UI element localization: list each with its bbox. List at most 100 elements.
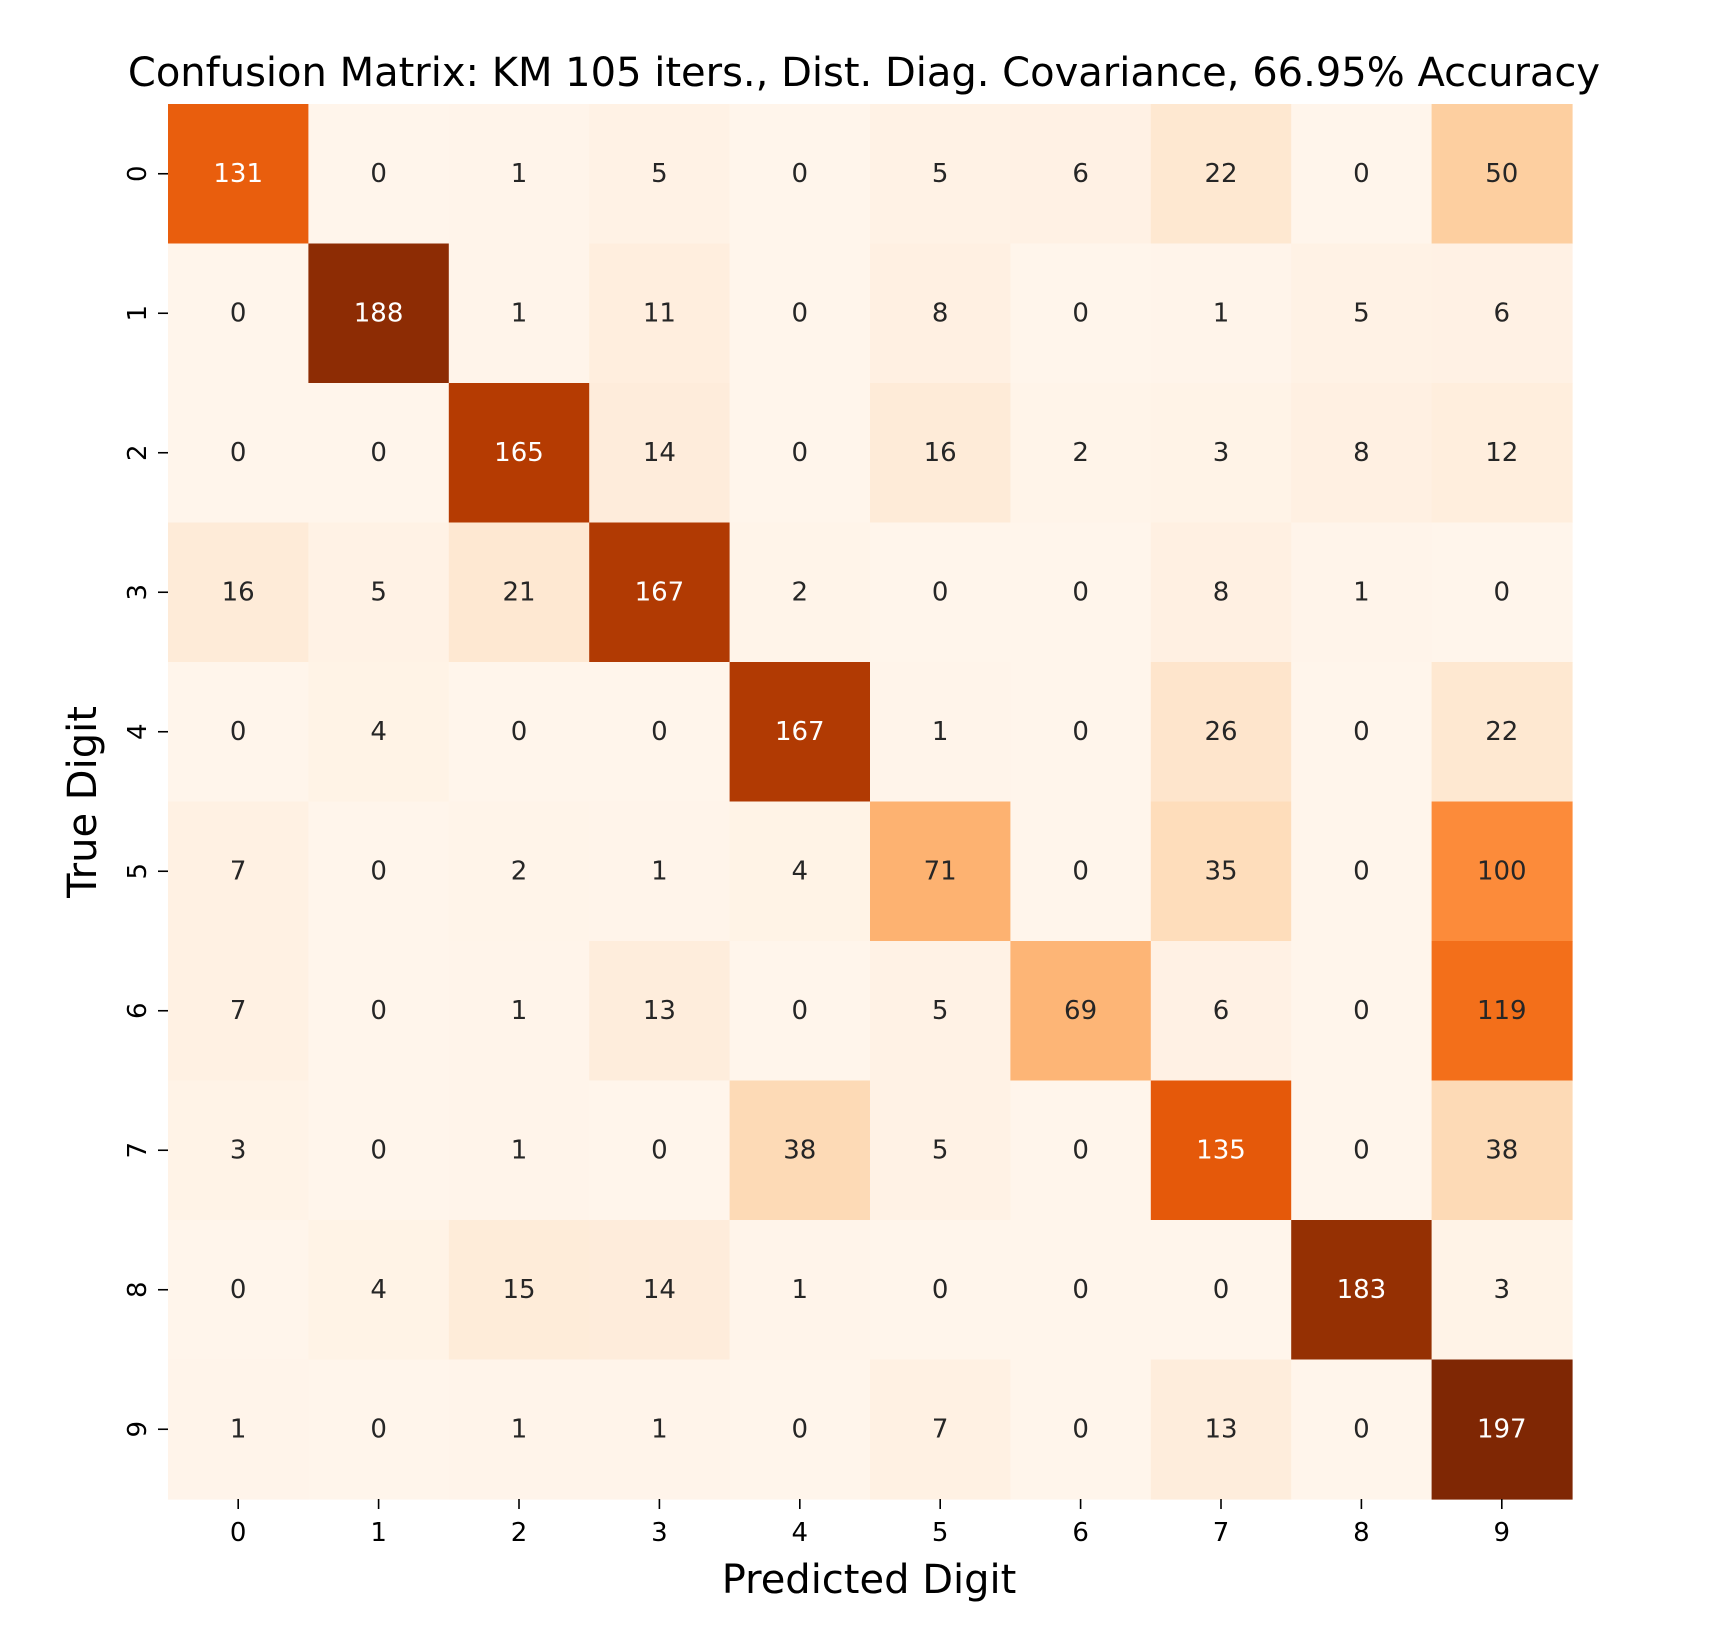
heatmap-cell-r1-c2 <box>448 243 590 384</box>
cell-value-label: 0 <box>1353 717 1370 747</box>
cell-value-label: 167 <box>775 717 825 747</box>
cell-value-label: 183 <box>1337 1275 1387 1305</box>
cell-value-label: 0 <box>1353 1135 1370 1165</box>
cell-value-label: 135 <box>1196 1135 1246 1165</box>
cell-value-label: 119 <box>1477 996 1527 1026</box>
heatmap-cell-r0-c5 <box>870 104 1011 245</box>
cell-value-label: 1 <box>230 1414 247 1444</box>
cell-value-label: 13 <box>643 996 676 1026</box>
heatmap-cell-r5-c6 <box>1010 801 1152 942</box>
cell-value-label: 0 <box>511 717 528 747</box>
cell-value-label: 0 <box>1072 577 1089 607</box>
heatmap-cell-r6-c2 <box>448 941 590 1082</box>
cell-value-label: 14 <box>643 438 676 468</box>
heatmap-cell-r6-c8 <box>1291 941 1433 1082</box>
heatmap-cell-r2-c1 <box>308 383 450 524</box>
cell-value-label: 3 <box>1494 1275 1511 1305</box>
cell-value-label: 7 <box>230 856 247 886</box>
x-tick-label: 5 <box>932 1518 949 1548</box>
cell-value-label: 100 <box>1477 856 1527 886</box>
heatmap-cell-r5-c9 <box>1431 801 1573 942</box>
heatmap-cell-r4-c8 <box>1291 662 1433 803</box>
x-axis: 0 1 2 3 4 5 6 7 8 9 <box>230 1499 1510 1548</box>
cell-value-label: 16 <box>924 438 957 468</box>
cell-value-label: 0 <box>1213 1275 1230 1305</box>
heatmap-cell-r2-c9 <box>1431 383 1573 524</box>
cell-value-label: 5 <box>932 996 949 1026</box>
cell-value-label: 0 <box>792 1414 809 1444</box>
heatmap-cell-r2-c7 <box>1150 383 1292 524</box>
cell-value-label: 0 <box>1072 856 1089 886</box>
cell-value-label: 26 <box>1204 717 1237 747</box>
x-tick-label: 2 <box>511 1518 528 1548</box>
cell-value-label: 0 <box>651 717 668 747</box>
heatmap-cell-r1-c0 <box>168 243 309 384</box>
heatmap-cell-r8-c5 <box>870 1220 1011 1361</box>
cell-value-label: 0 <box>1072 1275 1089 1305</box>
heatmap-cell-r7-c0 <box>168 1080 309 1221</box>
cell-value-label: 1 <box>1353 577 1370 607</box>
heatmap-cell-r0-c3 <box>589 104 731 245</box>
cell-value-label: 11 <box>643 298 676 328</box>
cell-value-label: 0 <box>1072 717 1089 747</box>
cell-value-label: 3 <box>230 1135 247 1165</box>
x-tick-label: 3 <box>651 1518 668 1548</box>
heatmap-cell-r2-c5 <box>870 383 1011 524</box>
heatmap-cell-r5-c5 <box>870 801 1011 942</box>
cell-value-label: 0 <box>792 298 809 328</box>
heatmap-cell-r7-c2 <box>448 1080 590 1221</box>
y-axis-label: True Digit <box>60 706 106 899</box>
cell-value-label: 8 <box>1213 577 1230 607</box>
cell-value-label: 0 <box>1072 1414 1089 1444</box>
cell-value-label: 0 <box>230 1275 247 1305</box>
cell-value-label: 0 <box>230 717 247 747</box>
cell-value-label: 6 <box>1072 159 1089 189</box>
heatmap-cells <box>168 104 1573 1500</box>
heatmap-cell-r3-c7 <box>1150 522 1292 663</box>
cell-value-label: 0 <box>1072 298 1089 328</box>
x-tick-label: 9 <box>1494 1518 1511 1548</box>
heatmap-cell-r5-c0 <box>168 801 309 942</box>
cell-value-label: 35 <box>1204 856 1237 886</box>
heatmap-cell-r1-c4 <box>729 243 871 384</box>
heatmap-cell-r3-c5 <box>870 522 1011 663</box>
cell-value-label: 3 <box>1213 438 1230 468</box>
heatmap-cell-r5-c4 <box>729 801 871 942</box>
y-tick-label: 6 <box>123 1002 153 1019</box>
cell-value-label: 0 <box>1353 996 1370 1026</box>
cell-value-label: 4 <box>792 856 809 886</box>
cell-value-label: 13 <box>1204 1414 1237 1444</box>
y-tick-label: 4 <box>123 723 153 740</box>
cell-value-label: 0 <box>370 856 387 886</box>
cell-value-label: 5 <box>370 577 387 607</box>
cell-value-label: 131 <box>213 159 263 189</box>
y-tick-label: 1 <box>123 305 153 322</box>
cell-value-label: 38 <box>783 1135 816 1165</box>
heatmap-cell-r9-c8 <box>1291 1359 1433 1500</box>
cell-value-label: 0 <box>792 996 809 1026</box>
heatmap-cell-r6-c7 <box>1150 941 1292 1082</box>
heatmap-cell-r5-c1 <box>308 801 450 942</box>
heatmap-cell-r8-c7 <box>1150 1220 1292 1361</box>
heatmap-cell-r9-c3 <box>589 1359 731 1500</box>
heatmap-cell-r9-c4 <box>729 1359 871 1500</box>
heatmap-cell-r7-c8 <box>1291 1080 1433 1221</box>
heatmap-cell-r8-c9 <box>1431 1220 1573 1361</box>
heatmap-cell-r6-c6 <box>1010 941 1152 1082</box>
heatmap-cell-r0-c0 <box>168 104 309 245</box>
cell-value-label: 0 <box>792 438 809 468</box>
cell-value-label: 50 <box>1485 159 1518 189</box>
cell-value-label: 15 <box>502 1275 535 1305</box>
cell-value-label: 6 <box>1494 298 1511 328</box>
heatmap-cell-r9-c6 <box>1010 1359 1152 1500</box>
heatmap-cell-r1-c9 <box>1431 243 1573 384</box>
heatmap-cell-r9-c0 <box>168 1359 309 1500</box>
y-tick-label: 9 <box>123 1421 153 1438</box>
x-tick-label: 4 <box>792 1518 809 1548</box>
heatmap-cell-r3-c1 <box>308 522 450 663</box>
heatmap-cell-r1-c6 <box>1010 243 1152 384</box>
heatmap-cell-r4-c2 <box>448 662 590 803</box>
cell-value-label: 16 <box>222 577 255 607</box>
cell-value-label: 0 <box>370 996 387 1026</box>
cell-value-label: 2 <box>511 856 528 886</box>
